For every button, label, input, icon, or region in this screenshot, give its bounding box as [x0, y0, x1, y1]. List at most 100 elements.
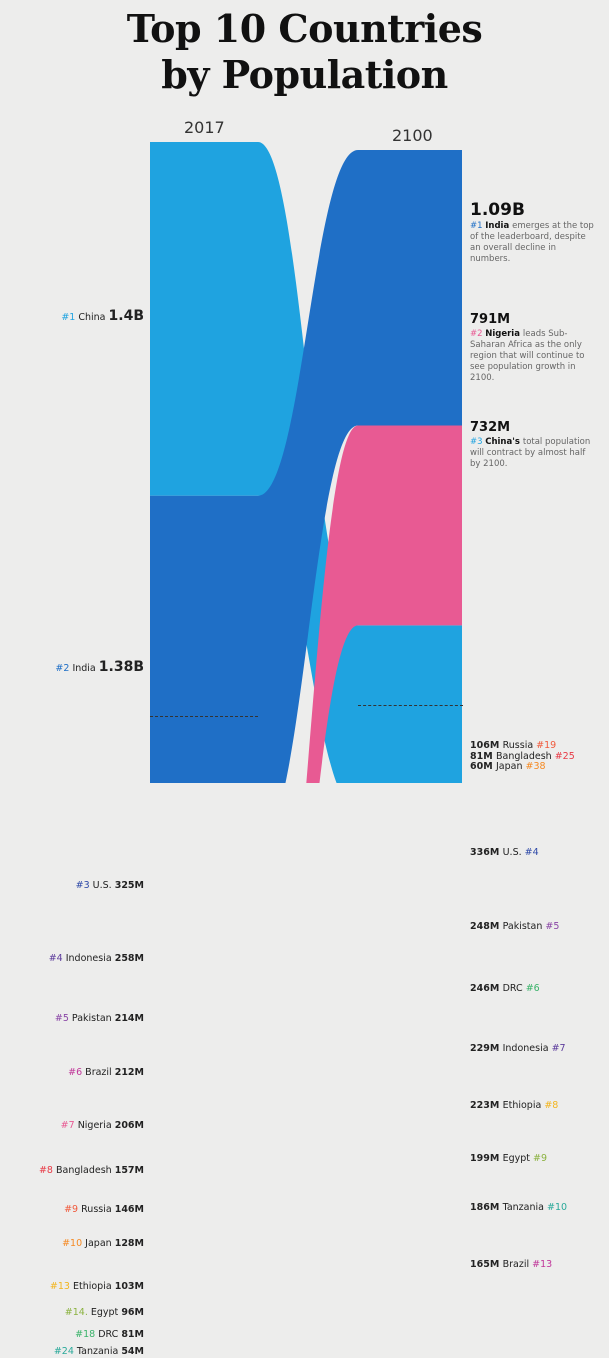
- callout-rank: #2: [470, 329, 486, 339]
- left-label-drc: #18 DRC 81M: [75, 1329, 144, 1341]
- left-label-nigeria: #7 Nigeria 206M: [61, 1120, 144, 1132]
- callout-text-1: #2 Nigeria leads Sub-Saharan Africa as t…: [470, 329, 598, 384]
- left-country: Brazil: [85, 1066, 115, 1078]
- right-rank: #38: [525, 761, 546, 772]
- right-value: 336M: [470, 846, 503, 858]
- left-rank: #24: [53, 1346, 77, 1358]
- right-rank: #5: [545, 920, 560, 932]
- left-label-china: #1 China 1.4B: [61, 307, 144, 324]
- right-label-drc: 246M DRC #6: [470, 983, 540, 995]
- flow-nigeria: [306, 425, 462, 783]
- left-country: Indonesia: [65, 953, 115, 965]
- left-rank: #1: [61, 311, 79, 323]
- right-label-ethiopia: 223M Ethiopia #8: [470, 1100, 558, 1112]
- left-value: 157M: [114, 1165, 144, 1177]
- callout-value-2: 732M: [470, 420, 511, 435]
- callout-description: total population will contract by almost…: [470, 437, 591, 469]
- left-country: Pakistan: [71, 1012, 115, 1024]
- left-value: 81M: [121, 1328, 144, 1340]
- year-right-label: 2100: [392, 126, 433, 145]
- callout-text-2: #3 China's total population will contrac…: [470, 437, 598, 470]
- left-value: 214M: [114, 1012, 144, 1024]
- left-label-egypt: #14. Egypt 96M: [65, 1307, 144, 1319]
- left-value: 258M: [114, 953, 144, 965]
- right-country: U.S.: [502, 846, 525, 858]
- left-rank: #5: [54, 1012, 72, 1024]
- right-rank: #10: [546, 1202, 568, 1214]
- right-country: Japan: [495, 761, 526, 772]
- callout-text-0: #1 India emerges at the top of the leade…: [470, 221, 598, 265]
- year-left-label: 2017: [184, 118, 225, 137]
- left-country: Ethiopia: [72, 1281, 115, 1293]
- right-country: Indonesia: [502, 1042, 552, 1054]
- callout-description: emerges at the top of the leaderboard, d…: [470, 221, 594, 264]
- left-value: 54M: [121, 1346, 144, 1358]
- chart-title: Top 10 Countries by Population: [0, 6, 609, 98]
- left-country: India: [72, 663, 99, 675]
- left-rank: #8: [38, 1165, 56, 1177]
- left-label-russia: #9 Russia 146M: [64, 1204, 144, 1216]
- right-value: 165M: [470, 1259, 503, 1271]
- left-value: 128M: [114, 1238, 144, 1250]
- right-rank: #4: [524, 846, 539, 858]
- right-value: 60M: [470, 761, 496, 772]
- right-country: Egypt: [502, 1153, 534, 1165]
- left-value: 96M: [121, 1306, 144, 1318]
- callout-country: India: [485, 221, 513, 231]
- left-label-pakistan: #5 Pakistan 214M: [55, 1013, 144, 1025]
- right-label-tanzania: 186M Tanzania #10: [470, 1202, 567, 1214]
- left-value: 1.38B: [98, 659, 144, 676]
- flow-india: [150, 150, 462, 783]
- right-label-japan: 60M Japan #38: [470, 761, 546, 773]
- left-country: DRC: [98, 1328, 122, 1340]
- left-value: 206M: [114, 1119, 144, 1131]
- callout-rank: #1: [470, 221, 486, 231]
- left-label-ethiopia: #13 Ethiopia 103M: [50, 1281, 144, 1293]
- right-rank: #19: [536, 740, 557, 751]
- right-country: Tanzania: [502, 1202, 547, 1214]
- left-top10-divider: [150, 716, 258, 717]
- right-country: Ethiopia: [502, 1100, 545, 1112]
- left-label-us: #3 U.S. 325M: [76, 880, 144, 892]
- right-value: 106M: [470, 740, 503, 751]
- left-rank: #10: [62, 1238, 86, 1250]
- left-country: Bangladesh: [55, 1165, 115, 1177]
- left-label-japan: #10 Japan 128M: [62, 1238, 144, 1250]
- right-top10-divider: [358, 705, 463, 706]
- right-value: 229M: [470, 1042, 503, 1054]
- right-rank: #6: [525, 982, 540, 994]
- right-country: Pakistan: [502, 920, 546, 932]
- right-value: 223M: [470, 1100, 503, 1112]
- left-country: Japan: [85, 1238, 115, 1250]
- callout-country: Nigeria: [485, 329, 523, 339]
- right-label-pakistan: 248M Pakistan #5: [470, 921, 559, 933]
- right-label-us: 336M U.S. #4: [470, 847, 539, 859]
- left-label-bangladesh: #8 Bangladesh 157M: [39, 1165, 144, 1177]
- left-rank: #13: [49, 1281, 73, 1293]
- right-country: DRC: [502, 982, 526, 994]
- left-rank: #6: [68, 1066, 86, 1078]
- callout-description: leads Sub-Saharan Africa as the only reg…: [470, 329, 585, 383]
- callout-value-1: 791M: [470, 312, 511, 327]
- title-line-2: by Population: [161, 52, 448, 97]
- left-value: 1.4B: [108, 307, 144, 324]
- left-rank: #14.: [64, 1306, 91, 1318]
- right-value: 186M: [470, 1202, 503, 1214]
- right-country: Russia: [502, 740, 537, 751]
- left-value: 146M: [114, 1203, 144, 1215]
- right-rank: #9: [533, 1153, 548, 1165]
- right-country: Brazil: [502, 1259, 533, 1271]
- right-rank: #25: [554, 751, 575, 762]
- left-country: Nigeria: [77, 1119, 115, 1131]
- right-label-russia: 106M Russia #19: [470, 740, 556, 752]
- sankey-chart: [150, 142, 462, 783]
- left-value: 212M: [114, 1066, 144, 1078]
- left-rank: #18: [75, 1328, 99, 1340]
- right-rank: #7: [551, 1042, 566, 1054]
- callout-rank: #3: [470, 437, 486, 447]
- right-value: 248M: [470, 920, 503, 932]
- left-rank: #7: [60, 1119, 78, 1131]
- left-label-india: #2 India 1.38B: [55, 659, 144, 676]
- right-label-egypt: 199M Egypt #9: [470, 1153, 547, 1165]
- left-country: China: [78, 311, 109, 323]
